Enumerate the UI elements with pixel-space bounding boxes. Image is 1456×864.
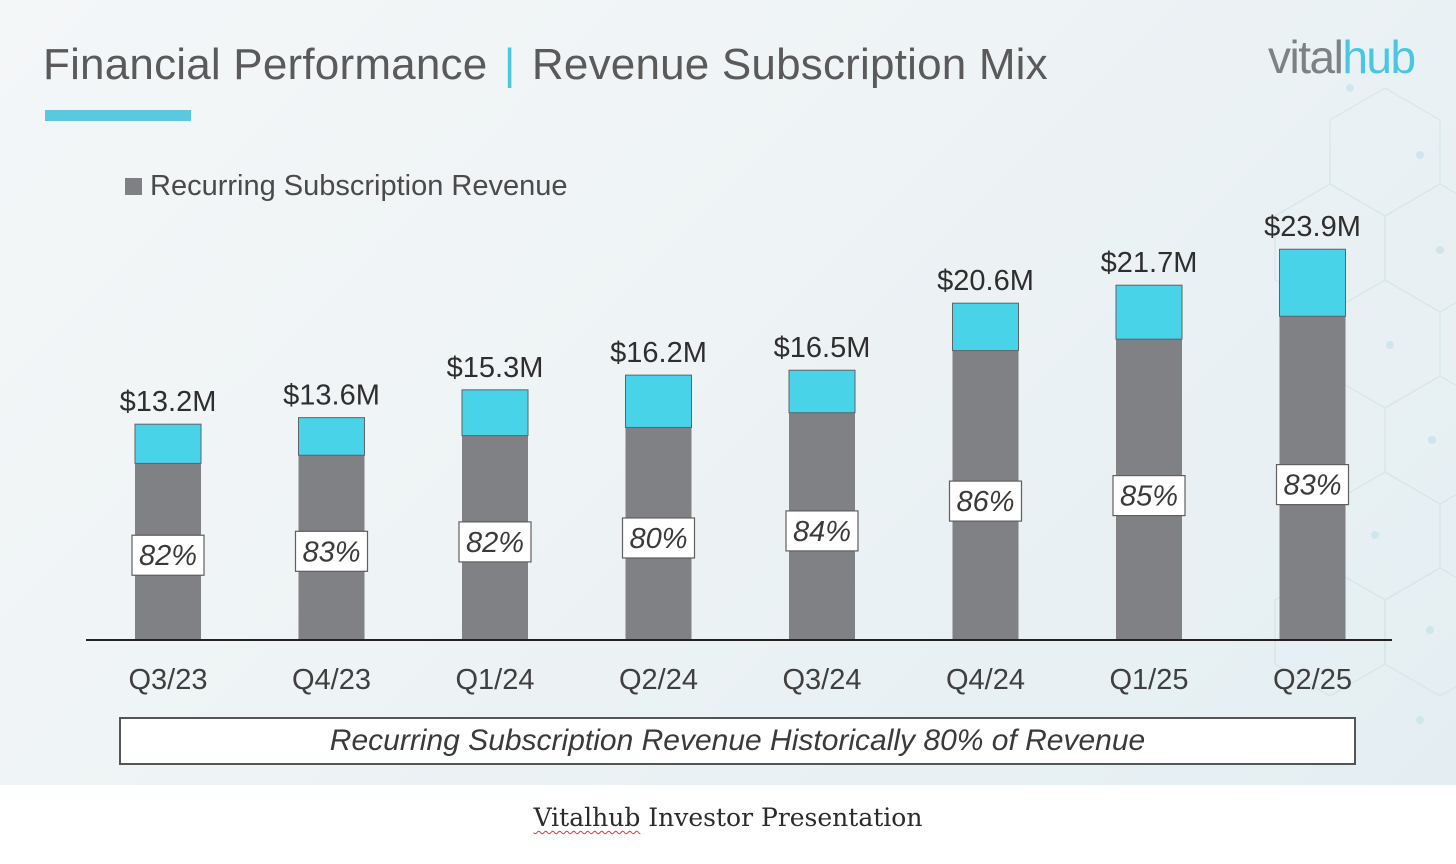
total-label-2: $13.6M <box>283 380 380 412</box>
title-left: Financial Performance <box>43 40 488 89</box>
bar-other-5 <box>788 369 856 414</box>
revenue-bar-chart: $13.2M 82% Q3/23 $13.6M 83% Q4/23 $15.3M 82% Q1/… <box>86 211 1392 696</box>
bar-other-1 <box>134 423 202 464</box>
title-separator: | <box>503 40 516 89</box>
pct-label-1: 82% <box>139 540 197 572</box>
slide: Financial Performance | Revenue Subscrip… <box>0 0 1456 785</box>
pct-label-5: 84% <box>793 516 851 548</box>
total-label-5: $16.5M <box>774 332 871 364</box>
pct-label-box-2 <box>294 530 369 572</box>
pct-label-box-3 <box>458 521 532 563</box>
total-label-1: $13.2M <box>120 386 217 418</box>
total-label-7: $21.7M <box>1101 247 1198 279</box>
x-tick-label-1: Q3/23 <box>129 664 208 696</box>
logo-text-vital: vital <box>1268 31 1344 83</box>
pct-label-box-8 <box>1275 464 1350 506</box>
total-label-8: $23.9M <box>1264 211 1361 243</box>
pct-label-4: 80% <box>629 523 687 555</box>
bar-other-3 <box>461 389 529 437</box>
caption-brand: Vitalhub <box>533 803 641 832</box>
bar-other-4 <box>625 374 692 428</box>
pct-label-3: 82% <box>466 527 524 559</box>
image-caption: Vitalhub Investor Presentation <box>0 803 1456 832</box>
bar-other-7 <box>1115 284 1183 340</box>
total-label-6: $20.6M <box>937 265 1034 297</box>
x-tick-label-2: Q4/23 <box>292 664 371 696</box>
pct-label-box-7 <box>1112 474 1186 517</box>
pct-label-box-1 <box>131 534 205 576</box>
page-title: Financial Performance | Revenue Subscrip… <box>43 40 1048 90</box>
callout-box: Recurring Subscription Revenue Historica… <box>119 717 1356 765</box>
x-tick-label-3: Q1/24 <box>456 664 535 696</box>
pct-label-box-4 <box>621 517 696 559</box>
pct-label-box-5 <box>785 510 859 552</box>
vitalhub-logo: vitalhub <box>1268 30 1416 84</box>
chart-legend: Recurring Subscription Revenue <box>125 170 568 203</box>
hexagon-background-pattern <box>1274 84 1456 724</box>
bar-other-8 <box>1279 248 1346 317</box>
pct-label-box-6 <box>948 480 1023 522</box>
title-underline <box>45 110 191 121</box>
pct-label-6: 86% <box>956 486 1014 518</box>
total-label-4: $16.2M <box>610 337 707 369</box>
x-tick-label-5: Q3/24 <box>783 664 862 696</box>
total-label-3: $15.3M <box>447 352 544 384</box>
bar-other-2 <box>298 417 365 456</box>
logo-text-hub: hub <box>1342 31 1416 83</box>
x-tick-label-6: Q4/24 <box>946 664 1025 696</box>
legend-label: Recurring Subscription Revenue <box>150 170 568 202</box>
pct-label-2: 83% <box>302 536 360 568</box>
caption-rest: Investor Presentation <box>640 803 923 832</box>
title-right: Revenue Subscription Mix <box>531 40 1048 89</box>
x-tick-label-8: Q2/25 <box>1273 664 1352 696</box>
x-tick-label-4: Q2/24 <box>619 664 698 696</box>
pct-label-8: 83% <box>1283 470 1341 502</box>
legend-swatch-recurring <box>125 178 142 195</box>
bar-other-6 <box>952 302 1019 352</box>
x-tick-label-7: Q1/25 <box>1110 664 1189 696</box>
pct-label-7: 85% <box>1120 481 1178 513</box>
